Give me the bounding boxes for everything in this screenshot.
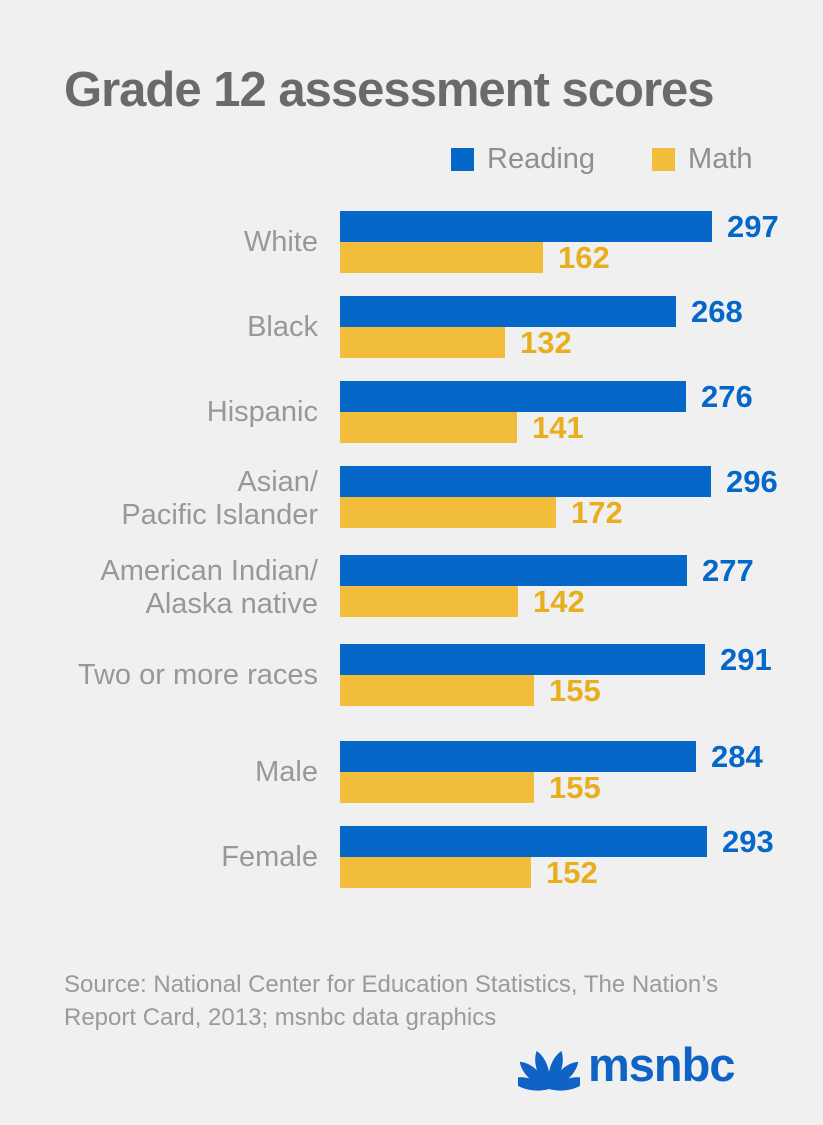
math-bar-line: 132 <box>340 327 743 358</box>
category-label-line: Female <box>221 840 318 873</box>
nbc-peacock-icon <box>518 1050 580 1091</box>
reading-value-label: 293 <box>722 824 774 859</box>
reading-bar-line: 296 <box>340 466 778 497</box>
category-label-line: Hispanic <box>206 395 318 428</box>
chart-row: White 297 162 <box>0 211 823 273</box>
bar-pair: 268 132 <box>340 296 743 358</box>
math-bar <box>340 772 534 803</box>
math-legend-label: Math <box>688 143 753 175</box>
category-label: Male <box>0 756 318 789</box>
math-value-label: 155 <box>549 770 601 805</box>
reading-bar <box>340 211 712 242</box>
bar-pair: 277 142 <box>340 555 754 621</box>
category-label-line: Black <box>247 310 318 343</box>
reading-bar <box>340 296 676 327</box>
reading-bar-line: 297 <box>340 211 779 242</box>
reading-value-label: 284 <box>711 739 763 774</box>
math-value-label: 155 <box>549 673 601 708</box>
reading-bar-line: 276 <box>340 381 753 412</box>
reading-value-label: 297 <box>727 209 779 244</box>
math-bar-line: 172 <box>340 497 778 528</box>
reading-bar <box>340 826 707 857</box>
chart-title: Grade 12 assessment scores <box>64 63 715 117</box>
source-note: Source: National Center for Education St… <box>64 968 718 1034</box>
bar-pair: 284 155 <box>340 741 763 803</box>
reading-bar <box>340 466 711 497</box>
bar-pair: 297 162 <box>340 211 779 273</box>
reading-bar <box>340 381 686 412</box>
math-legend-swatch-icon <box>652 148 676 171</box>
category-label-line: Male <box>255 755 318 788</box>
math-bar-line: 162 <box>340 242 779 273</box>
chart-row: Two or more races 291 155 <box>0 644 823 706</box>
math-bar-line: 141 <box>340 412 753 443</box>
category-label-line: Alaska native <box>145 588 319 620</box>
math-bar-line: 155 <box>340 772 763 803</box>
math-bar <box>340 327 505 358</box>
math-value-label: 142 <box>533 584 585 619</box>
reading-value-label: 291 <box>720 642 772 677</box>
math-bar <box>340 675 534 706</box>
category-label: Hispanic <box>0 396 318 429</box>
math-bar <box>340 412 517 443</box>
category-label-line: American Indian/ <box>100 555 318 587</box>
math-bar <box>340 242 543 273</box>
reading-bar-line: 268 <box>340 296 743 327</box>
math-value-label: 141 <box>532 410 584 445</box>
math-bar <box>340 857 531 888</box>
chart-row: Male 284 155 <box>0 741 823 803</box>
category-label-line: White <box>243 225 318 258</box>
math-bar <box>340 586 518 617</box>
math-bar-line: 142 <box>340 586 754 617</box>
source-line-1: Source: National Center for Education St… <box>64 971 719 998</box>
reading-legend-swatch-icon <box>451 148 474 171</box>
reading-bar-line: 284 <box>340 741 763 772</box>
msnbc-logo: msnbc <box>518 1038 735 1092</box>
category-label-line: Pacific Islander <box>121 499 318 531</box>
math-bar <box>340 497 556 528</box>
category-label: Asian/Pacific Islander <box>0 466 318 532</box>
category-label-line: Two or more races <box>77 658 318 691</box>
reading-bar <box>340 644 705 675</box>
math-value-label: 162 <box>558 240 610 275</box>
category-label-line: Asian/ <box>237 466 318 498</box>
reading-bar-line: 291 <box>340 644 772 675</box>
chart-row: Asian/Pacific Islander 296 172 <box>0 466 823 532</box>
math-bar-line: 152 <box>340 857 774 888</box>
category-label: American Indian/Alaska native <box>0 555 318 621</box>
msnbc-logo-text: msnbc <box>588 1038 735 1091</box>
reading-bar-line: 277 <box>340 555 754 586</box>
chart-row: Black 268 132 <box>0 296 823 358</box>
category-label: White <box>0 226 318 259</box>
category-label: Black <box>0 311 318 344</box>
bar-pair: 293 152 <box>340 826 774 888</box>
chart-row: Female 293 152 <box>0 826 823 888</box>
math-value-label: 172 <box>571 495 623 530</box>
reading-value-label: 268 <box>691 294 743 329</box>
reading-legend-label: Reading <box>487 143 596 175</box>
source-line-2: Report Card, 2013; msnbc data graphics <box>64 1004 497 1031</box>
reading-value-label: 277 <box>702 553 754 588</box>
bar-pair: 291 155 <box>340 644 772 706</box>
chart-row: Hispanic 276 141 <box>0 381 823 443</box>
category-label: Two or more races <box>0 659 318 692</box>
reading-value-label: 296 <box>726 464 778 499</box>
math-value-label: 152 <box>546 855 598 890</box>
reading-bar <box>340 741 696 772</box>
math-bar-line: 155 <box>340 675 772 706</box>
reading-bar <box>340 555 687 586</box>
reading-bar-line: 293 <box>340 826 774 857</box>
math-value-label: 132 <box>520 325 572 360</box>
bar-chart: White 297 162 Black 268 132 Hispanic 276 141 Asia… <box>0 211 823 911</box>
chart-legend: Reading Math <box>451 143 753 176</box>
bar-pair: 276 141 <box>340 381 753 443</box>
bar-pair: 296 172 <box>340 466 778 532</box>
reading-value-label: 276 <box>701 379 753 414</box>
chart-row: American Indian/Alaska native 277 142 <box>0 555 823 621</box>
category-label: Female <box>0 841 318 874</box>
